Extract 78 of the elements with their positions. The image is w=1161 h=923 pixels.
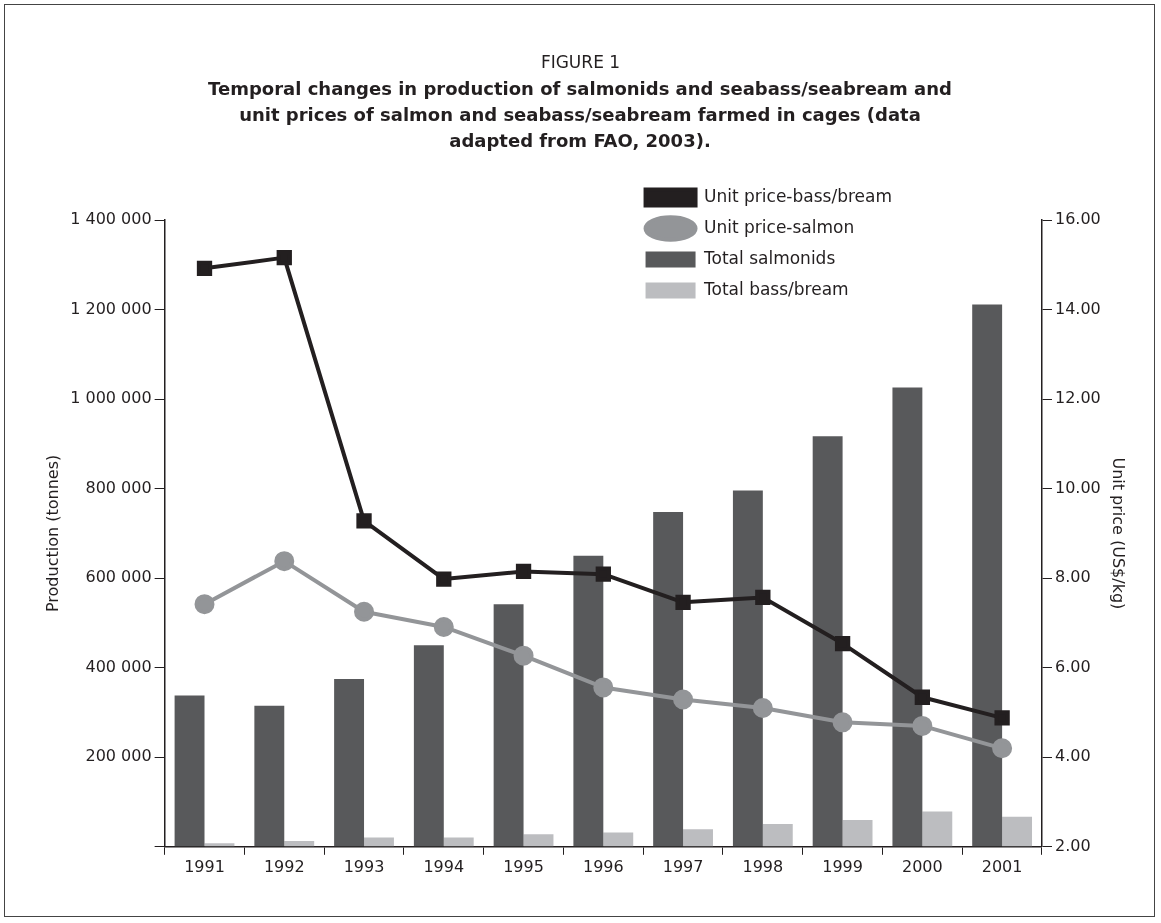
bar (334, 678, 365, 847)
x-tick-label: 1997 (662, 856, 704, 876)
bar (443, 837, 474, 847)
bar (732, 490, 763, 847)
point (752, 698, 773, 719)
bar (762, 823, 793, 847)
chart-title: FIGURE 1 (539, 52, 622, 72)
legend-label: Unit price-salmon (704, 216, 855, 237)
point (436, 571, 452, 587)
bar (922, 811, 953, 847)
point (196, 260, 213, 277)
point (673, 689, 694, 710)
x-tick-label: 1998 (742, 856, 784, 876)
y-tick-label: 400 000 (85, 656, 152, 676)
y2-tick-label: 12.00 (1055, 388, 1101, 408)
x-tick-label: 1999 (822, 856, 863, 876)
bar (254, 705, 285, 847)
x-tick-label: 2000 (902, 856, 943, 876)
x-tick-label: 1991 (184, 856, 225, 876)
y2-axis-title: Unit price (US$/kg) (1109, 457, 1129, 610)
chart-subtitle: Temporal changes in production of salmonids and seabass/seabream and unit prices of salmon and seabass/seabream farmed in cages (data adapted from FAO, 2003). (207, 77, 953, 153)
bar (1002, 816, 1033, 847)
point (513, 645, 534, 666)
legend-label: Total bass/bream (703, 278, 849, 299)
y-tick-label: 600 000 (85, 567, 152, 587)
point (515, 563, 532, 580)
point (834, 635, 851, 652)
bar (892, 387, 923, 847)
y-axis-title: Production (tonnes) (42, 454, 62, 613)
bar (204, 843, 235, 847)
y-tick-label: 1 200 000 (70, 298, 152, 318)
bar (174, 695, 205, 847)
point (593, 677, 614, 698)
point (356, 513, 372, 529)
y-tick-label: 200 000 (85, 746, 152, 766)
point (675, 594, 691, 611)
x-tick-label: 1992 (263, 856, 305, 876)
y-tick-label: 1 400 000 (70, 209, 152, 229)
bar (523, 834, 554, 847)
bar (284, 840, 315, 847)
point (354, 601, 375, 622)
y2-tick-label: 4.00 (1055, 746, 1091, 766)
y-tick-label: 800 000 (85, 477, 152, 497)
y2-tick-label: 6.00 (1055, 656, 1091, 676)
y2-tick-label: 14.00 (1055, 298, 1101, 318)
bar (972, 304, 1003, 847)
x-tick-label: 1993 (343, 856, 385, 876)
y2-tick-label: 10.00 (1055, 477, 1101, 497)
y2-tick-label: 8.00 (1055, 567, 1091, 587)
x-tick-label: 1996 (582, 856, 624, 876)
point (912, 715, 933, 736)
point (994, 710, 1010, 726)
point (595, 566, 611, 582)
bar (842, 819, 873, 847)
bar (812, 436, 843, 847)
bar (493, 604, 524, 847)
point (914, 689, 931, 705)
point (433, 616, 454, 637)
legend-label: Unit price-bass/bream (704, 185, 892, 206)
point (194, 594, 215, 615)
bar (364, 837, 394, 847)
bar (603, 832, 634, 847)
legend-label: Total salmonids (703, 247, 836, 268)
y2-tick-label: 16.00 (1055, 209, 1101, 229)
bar (683, 829, 713, 847)
x-tick-label: 1995 (503, 856, 544, 876)
x-tick-label: 2001 (981, 856, 1023, 876)
bar (413, 645, 444, 847)
bar (653, 511, 684, 847)
point (992, 738, 1013, 759)
point (755, 589, 771, 606)
point (276, 249, 292, 266)
y-tick-label: 1 000 000 (70, 388, 152, 408)
bar (573, 555, 604, 847)
y2-tick-label: 2.00 (1055, 835, 1091, 855)
point (274, 551, 295, 572)
point (832, 712, 853, 733)
x-tick-label: 1994 (423, 856, 465, 876)
